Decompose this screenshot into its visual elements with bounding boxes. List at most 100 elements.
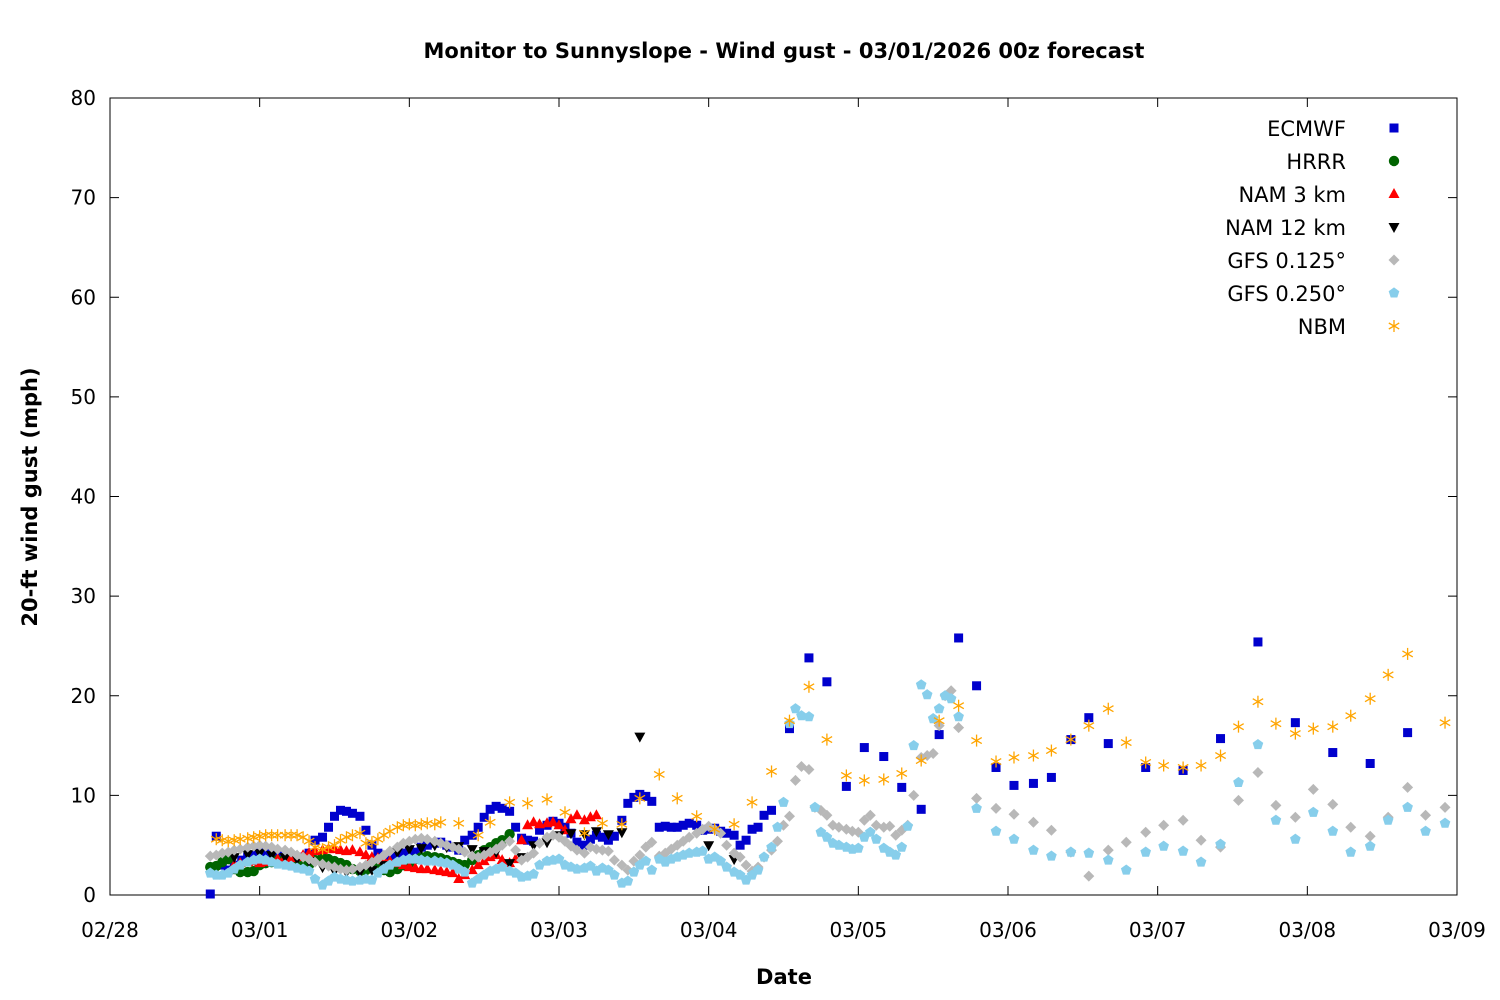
- point-nbm: [596, 817, 608, 830]
- point-nbm: [1232, 720, 1245, 733]
- point-ecmwf: [684, 818, 694, 828]
- point-gfs-0-250: [821, 831, 833, 842]
- point-gfs-0-125: [1120, 836, 1132, 848]
- point-nbm: [1195, 759, 1207, 772]
- point-nbm: [346, 829, 358, 842]
- point-gfs-0-250: [921, 689, 933, 700]
- point-ecmwf: [916, 804, 926, 814]
- point-gfs-0-250: [1120, 864, 1132, 875]
- legend-marker-hrrr: [1388, 155, 1400, 167]
- point-gfs-0-250: [1102, 854, 1114, 865]
- point-ecmwf: [654, 822, 664, 832]
- point-nbm: [953, 699, 965, 712]
- point-nam-3-km: [534, 818, 546, 829]
- point-nbm: [1307, 722, 1319, 735]
- x-tick-label: 02/28: [81, 918, 139, 942]
- point-gfs-0-250: [758, 851, 770, 862]
- point-nbm: [1140, 756, 1152, 769]
- point-nbm: [1158, 759, 1170, 772]
- point-gfs-0-125: [1232, 794, 1244, 806]
- point-nbm: [1065, 733, 1077, 746]
- point-nbm: [1382, 668, 1394, 681]
- y-axis: 0 10 20 30 40 50 60 70 80: [71, 86, 1457, 907]
- point-nbm: [435, 816, 447, 829]
- point-ecmwf: [859, 743, 869, 753]
- point-gfs-0-250: [1008, 833, 1020, 844]
- point-nbm: [340, 831, 352, 844]
- point-ecmwf: [1328, 748, 1338, 758]
- point-gfs-0-125: [1195, 834, 1207, 846]
- point-ecmwf: [1103, 739, 1113, 749]
- point-nbm: [309, 841, 321, 854]
- point-gfs-0-125: [1008, 808, 1020, 820]
- point-nam-12-km: [403, 845, 415, 856]
- x-tick-label: 03/04: [680, 918, 738, 942]
- point-gfs-0-250: [553, 853, 565, 864]
- point-ecmwf: [1084, 713, 1094, 723]
- point-gfs-0-250: [933, 703, 945, 714]
- point-ecmwf: [784, 724, 794, 734]
- point-nbm: [578, 827, 590, 840]
- point-gfs-0-250: [1439, 817, 1451, 828]
- point-nbm: [1045, 744, 1057, 757]
- point-hrrr: [504, 829, 515, 840]
- point-ecmwf: [1046, 772, 1056, 782]
- point-ecmwf: [722, 828, 732, 838]
- point-nam-12-km: [242, 850, 254, 861]
- point-gfs-0-125: [1420, 809, 1432, 821]
- point-gfs-0-250: [927, 713, 939, 724]
- point-gfs-0-250: [1327, 825, 1339, 836]
- legend-item-nam-12-km: NAM 12 km: [1225, 216, 1400, 240]
- point-nam-3-km: [472, 859, 484, 870]
- point-ecmwf: [491, 801, 501, 811]
- point-nbm: [691, 810, 703, 823]
- point-ecmwf: [347, 808, 357, 818]
- point-gfs-0-250: [1307, 806, 1319, 817]
- legend-marker-nam-12-km: [1388, 223, 1400, 233]
- point-nbm: [709, 823, 721, 836]
- point-gfs-0-250: [890, 849, 902, 860]
- y-tick-label: 80: [71, 86, 96, 110]
- point-nbm: [272, 829, 284, 842]
- point-nam-3-km: [453, 873, 465, 884]
- point-nbm: [896, 767, 908, 780]
- point-nam-3-km: [447, 867, 459, 878]
- point-nbm: [291, 829, 303, 842]
- point-nbm: [378, 829, 390, 842]
- legend-label: GFS 0.125°: [1227, 249, 1346, 273]
- point-gfs-0-250: [309, 873, 321, 884]
- x-tick-label: 03/08: [1279, 918, 1337, 942]
- point-ecmwf: [473, 822, 483, 832]
- point-gfs-0-125: [990, 802, 1002, 814]
- point-gfs-0-250: [870, 833, 882, 844]
- point-gfs-0-250: [1065, 846, 1077, 857]
- point-nbm: [328, 839, 341, 852]
- point-gfs-0-125: [1177, 814, 1189, 826]
- point-gfs-0-125: [1345, 821, 1357, 833]
- point-gfs-0-125: [384, 845, 396, 857]
- point-ecmwf: [355, 811, 365, 821]
- point-gfs-0-125: [734, 851, 746, 863]
- point-ecmwf: [1253, 637, 1263, 647]
- point-nam-3-km: [346, 844, 358, 855]
- point-ecmwf: [672, 822, 682, 832]
- y-tick-label: 60: [71, 285, 96, 309]
- point-ecmwf: [609, 831, 619, 841]
- point-ecmwf: [205, 889, 215, 899]
- x-tick-label: 03/07: [1129, 918, 1187, 942]
- point-nbm: [990, 755, 1002, 768]
- point-nam-12-km: [354, 868, 366, 879]
- point-ecmwf: [523, 835, 533, 845]
- point-gfs-0-250: [908, 739, 920, 751]
- point-gfs-0-125: [602, 845, 614, 857]
- point-ecmwf: [1009, 780, 1019, 790]
- legend-label: ECMWF: [1267, 117, 1346, 141]
- point-nbm: [429, 818, 441, 831]
- y-axis-label: 20-ft wind gust (mph): [18, 367, 42, 626]
- point-nbm: [484, 816, 496, 829]
- point-nam-12-km: [228, 853, 240, 864]
- point-ecmwf: [1216, 734, 1226, 744]
- point-gfs-0-250: [790, 703, 801, 714]
- point-gfs-0-250: [421, 855, 433, 866]
- x-tick-label: 03/05: [830, 918, 888, 942]
